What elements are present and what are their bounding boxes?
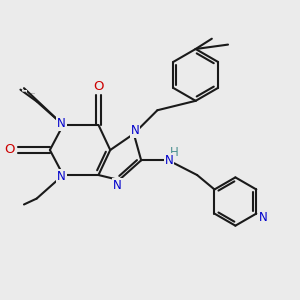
Text: N: N bbox=[57, 170, 66, 183]
Text: methyl: methyl bbox=[27, 93, 32, 94]
Text: methyl: methyl bbox=[31, 92, 36, 94]
Text: O: O bbox=[4, 143, 14, 157]
Text: N: N bbox=[131, 124, 140, 137]
Text: H: H bbox=[170, 146, 179, 159]
Text: O: O bbox=[93, 80, 104, 93]
Text: N: N bbox=[259, 211, 268, 224]
Text: N: N bbox=[165, 154, 173, 167]
Text: methyl: methyl bbox=[22, 91, 27, 92]
Text: N: N bbox=[57, 117, 66, 130]
Text: N: N bbox=[113, 179, 122, 192]
